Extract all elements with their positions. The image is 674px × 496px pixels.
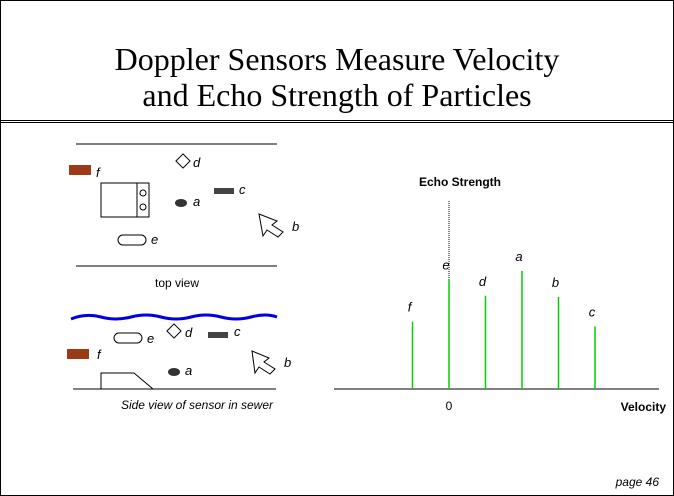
side-particle-a-icon <box>168 368 180 376</box>
particle-f-icon <box>69 165 91 175</box>
sensor-side-icon <box>100 372 154 390</box>
top-view-caption: top view <box>155 276 199 290</box>
bar-label-b: b <box>552 275 559 290</box>
side-view-caption: Side view of sensor in sewer <box>121 398 274 412</box>
side-label-e: e <box>147 331 154 346</box>
particle-a-icon <box>175 199 187 207</box>
label-f: f <box>96 165 101 180</box>
chart-title: Echo Strength <box>419 175 501 189</box>
label-a: a <box>193 194 200 209</box>
bar-label-a: a <box>515 249 522 264</box>
label-b: b <box>292 219 299 234</box>
label-e: e <box>151 232 158 247</box>
echo-velocity-chart: Echo Strength 0 Velocity f e d a b c <box>334 175 666 414</box>
side-particle-d-icon <box>166 323 182 339</box>
page-number: page 46 <box>615 475 659 489</box>
water-surface <box>70 313 278 321</box>
side-particle-f-icon <box>67 349 89 359</box>
bar-label-d: d <box>479 274 487 289</box>
slide-title-line-2: and Echo Strength of Particles <box>142 77 532 113</box>
particle-e-icon <box>117 234 147 246</box>
particle-c-icon <box>214 188 234 194</box>
sensor-port-icon <box>139 189 147 197</box>
title-box: Doppler Sensors Measure Velocity and Ech… <box>1 1 673 123</box>
side-label-b: b <box>284 355 291 370</box>
side-particle-c-icon <box>208 332 228 338</box>
label-c: c <box>239 182 246 197</box>
x-axis-label: Velocity <box>621 400 667 414</box>
label-d: d <box>193 155 201 170</box>
side-particle-b-icon <box>251 350 276 375</box>
particle-b-icon <box>258 213 284 238</box>
side-label-c: c <box>234 324 241 339</box>
x-tick-label: 0 <box>446 399 453 413</box>
side-label-d: d <box>185 325 193 340</box>
bar-label-f: f <box>408 300 413 315</box>
bar-label-c: c <box>589 304 596 319</box>
side-label-a: a <box>185 363 192 378</box>
bar-label-e: e <box>442 257 449 272</box>
sensor-port-icon <box>139 203 147 211</box>
particle-d-icon <box>175 153 191 169</box>
sensor-top-icon <box>100 182 150 218</box>
side-label-f: f <box>97 347 102 362</box>
slide-title-line-1: Doppler Sensors Measure Velocity <box>114 41 560 77</box>
side-particle-e-icon <box>113 332 143 344</box>
